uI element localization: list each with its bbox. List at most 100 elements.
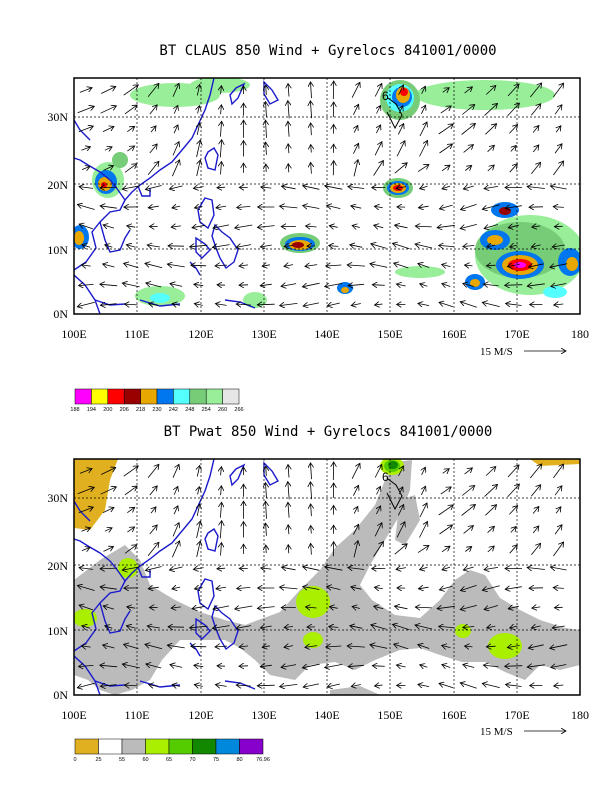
wind-vector [483, 284, 499, 286]
wind-vector [510, 527, 516, 533]
wind-vector [266, 85, 267, 95]
wind-vector [191, 646, 207, 647]
wind-vector [221, 86, 222, 95]
wind-vector [460, 302, 477, 308]
x-tick-120e: 120E [188, 327, 213, 341]
wind-vector [148, 587, 159, 589]
wind-vector [192, 606, 206, 608]
wind-vector [394, 644, 409, 650]
wind-vector [127, 146, 134, 152]
wind-vector [172, 464, 179, 478]
wind-vector [554, 144, 562, 154]
coastlines [74, 459, 279, 695]
wind-vector [213, 225, 230, 228]
wind-vector [266, 120, 267, 138]
colorbar-swatch [192, 738, 217, 755]
wind-vector [172, 587, 181, 589]
wind-vector [374, 465, 382, 478]
wind-vector [303, 567, 320, 571]
wind-vector [353, 104, 358, 115]
wind-vector [419, 503, 427, 518]
wind-vector [532, 126, 539, 133]
wind-vector [553, 161, 563, 176]
wind-vector [257, 226, 275, 228]
wind-vector [311, 543, 312, 555]
wind-vector [460, 683, 477, 689]
colorbar-label: 242 [169, 407, 178, 413]
wind-vector [439, 205, 453, 209]
x-tick-150e: 150E [377, 708, 402, 722]
wind-vector [395, 606, 408, 609]
wind-vector [122, 283, 140, 288]
panel-2-y-axis: 30N 20N 10N 0N [47, 491, 68, 702]
wind-vector [81, 166, 90, 169]
wind-vector [507, 484, 520, 498]
wind-vector [197, 85, 199, 96]
wind-vector [236, 685, 251, 686]
wind-vector [509, 506, 517, 515]
wind-vector [196, 140, 201, 158]
wind-vector [484, 567, 499, 569]
wind-vector [553, 464, 563, 479]
gyre-marker: 6 [382, 470, 389, 484]
wind-vector [147, 161, 159, 175]
wind-vector [127, 527, 134, 533]
wind-vector [350, 626, 363, 629]
wind-vector [529, 464, 541, 479]
wind-vector [81, 147, 91, 150]
wind-vector [77, 682, 95, 688]
wind-vector [149, 486, 157, 496]
wind-vector [487, 165, 494, 172]
wind-vector [310, 101, 311, 119]
wind-vector [505, 285, 523, 286]
wind-vector [77, 106, 95, 114]
wind-vector [553, 542, 563, 557]
wind-vector [217, 568, 226, 569]
wind-vector [438, 505, 454, 516]
wind-vector [530, 104, 540, 116]
wind-vector [105, 626, 113, 629]
wind-vector [266, 501, 267, 519]
wind-vector [373, 542, 384, 557]
wind-vector [197, 541, 201, 558]
colorbar-label: 65 [166, 757, 172, 763]
wind-vector [353, 485, 358, 496]
wind-vector [507, 465, 519, 478]
wind-vector [350, 245, 363, 248]
wind-vector [482, 683, 500, 688]
wind-vector [100, 665, 118, 667]
wind-vector [197, 160, 201, 177]
wind-vector [212, 245, 230, 248]
wind-vector [353, 524, 358, 535]
wind-vector [348, 665, 364, 666]
wind-vector [79, 469, 92, 474]
wind-vector [352, 607, 360, 609]
wind-vector [527, 187, 545, 189]
wind-vector [257, 607, 275, 609]
wind-vector [126, 626, 136, 629]
colorbar-swatch [123, 388, 141, 405]
wind-vector [147, 83, 159, 97]
wind-vector [170, 665, 183, 668]
y-tick-10n: 10N [47, 243, 68, 257]
wind-vector [172, 83, 179, 97]
wind-vector [351, 206, 362, 208]
wind-vector [418, 206, 429, 208]
wind-vector [509, 545, 518, 554]
wind-vector [125, 685, 138, 686]
wind-vector [374, 225, 384, 228]
wind-vector [487, 546, 494, 553]
wind-vector [464, 468, 473, 475]
wind-vector [465, 166, 471, 171]
wind-vector [103, 264, 115, 267]
wind-vector [171, 226, 181, 227]
wind-vector [484, 186, 499, 188]
wind-vector [215, 685, 227, 687]
wind-vector [174, 105, 178, 114]
wind-vector [281, 284, 297, 287]
wind-vector [417, 545, 429, 553]
wind-vector [221, 467, 222, 476]
wind-vector [169, 567, 183, 570]
wind-vector [172, 685, 180, 687]
wind-vector [351, 463, 360, 479]
